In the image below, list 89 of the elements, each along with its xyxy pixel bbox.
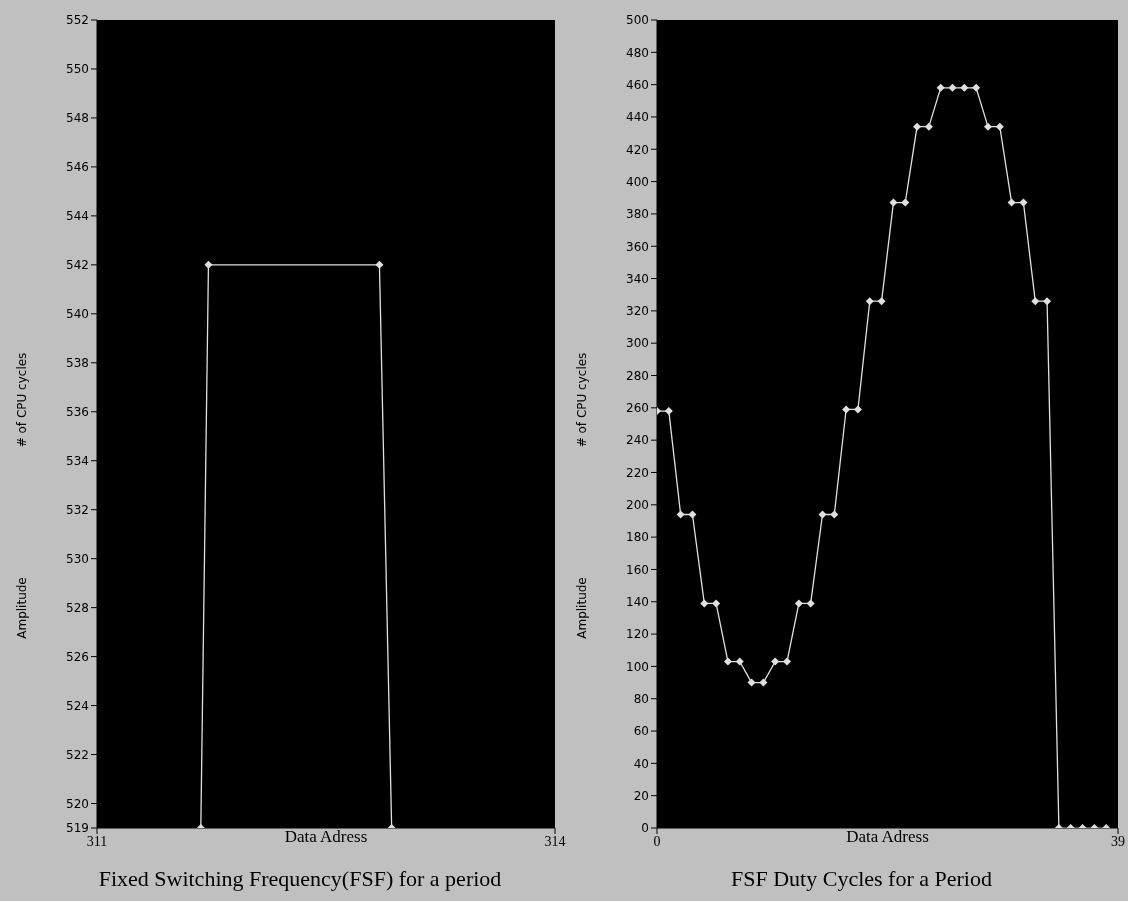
y-tick-label: 240 [626, 433, 649, 448]
y-tick-label: 220 [626, 465, 649, 480]
y-tick-label: 538 [66, 356, 89, 371]
point [783, 657, 792, 666]
point [1007, 198, 1016, 207]
point [865, 297, 874, 306]
point [806, 599, 815, 608]
point [700, 599, 709, 608]
y-tick-label: 460 [626, 77, 649, 92]
point [818, 510, 827, 519]
y-tick-label: 140 [626, 595, 649, 610]
y-tick-label: 522 [66, 747, 89, 762]
point [1019, 198, 1028, 207]
y-tick-label: 524 [66, 698, 89, 713]
y-tick-label: 544 [66, 209, 89, 224]
y-tick-label: 440 [626, 110, 649, 125]
point [960, 83, 969, 92]
point [830, 510, 839, 519]
point [1031, 297, 1040, 306]
y-tick-label: 380 [626, 207, 649, 222]
point [676, 510, 685, 519]
point [948, 83, 957, 92]
y-tick-label: 200 [626, 498, 649, 513]
point [853, 405, 862, 414]
y-tick-label: 532 [66, 502, 89, 517]
y-tick-label: 320 [626, 304, 649, 319]
y-tick-label: 534 [66, 453, 89, 468]
text: Amplitude [575, 577, 589, 639]
y-tick-label: 552 [66, 13, 89, 28]
text: Amplitude [15, 577, 29, 639]
y-tick-label: 400 [626, 174, 649, 189]
x-tick-label: 311 [86, 834, 108, 849]
y-tick-label: 528 [66, 600, 89, 615]
x-tick-label: 314 [544, 834, 566, 849]
x-tick-label: 39 [1111, 834, 1125, 849]
y-axis-title: # of CPU cycles [15, 352, 29, 448]
y-tick-label: 260 [626, 401, 649, 416]
point [972, 83, 981, 92]
y-tick-label: 519 [66, 821, 89, 836]
x-axis-title: Data Adress [284, 827, 368, 847]
y-tick-label: 0 [641, 821, 649, 836]
text: Fixed Switching Frequency(FSF) for a period [97, 866, 503, 892]
point [983, 122, 992, 131]
point [723, 657, 732, 666]
y-tick-label: 526 [66, 649, 89, 664]
y-tick-label: 180 [626, 530, 649, 545]
y-tick-label: 550 [66, 62, 89, 77]
y-tick-label: 300 [626, 336, 649, 351]
point [747, 678, 756, 687]
y-tick-label: 530 [66, 551, 89, 566]
point [1043, 297, 1052, 306]
y-axis-title: # of CPU cycles [575, 352, 589, 448]
point [936, 83, 945, 92]
y-tick-label: 280 [626, 368, 649, 383]
point [877, 297, 886, 306]
y-tick-label: 520 [66, 796, 89, 811]
point [913, 122, 922, 131]
point [735, 657, 744, 666]
y-tick-label: 420 [626, 142, 649, 157]
point [901, 198, 910, 207]
y-tick-label: 536 [66, 405, 89, 420]
y-tick-label: 480 [626, 45, 649, 60]
point [664, 407, 673, 416]
y-tick-label: 540 [66, 307, 89, 322]
x-tick-label: 0 [653, 834, 661, 849]
y-tick-label: 100 [626, 659, 649, 674]
y-tick-label: 20 [633, 788, 649, 803]
point [842, 405, 851, 414]
point [924, 122, 933, 131]
y-tick-label: 120 [626, 627, 649, 642]
y-tick-label: 340 [626, 271, 649, 286]
point [771, 657, 780, 666]
point [794, 599, 803, 608]
y-tick-label: 40 [633, 756, 649, 771]
y-tick-label: 60 [633, 724, 649, 739]
y-tick-label: 542 [66, 258, 89, 273]
point [995, 122, 1004, 131]
y-tick-label: 160 [626, 562, 649, 577]
x-axis-title: Data Adress [846, 827, 929, 847]
point [712, 599, 721, 608]
y-tick-label: 548 [66, 111, 89, 126]
point [688, 510, 697, 519]
text: FSF Duty Cycles for a Period [730, 866, 993, 892]
y-tick-label: 500 [626, 13, 649, 28]
y-tick-label: 360 [626, 239, 649, 254]
y-tick-label: 80 [633, 691, 649, 706]
point [759, 678, 768, 687]
y-tick-label: 546 [66, 160, 89, 175]
point [889, 198, 898, 207]
